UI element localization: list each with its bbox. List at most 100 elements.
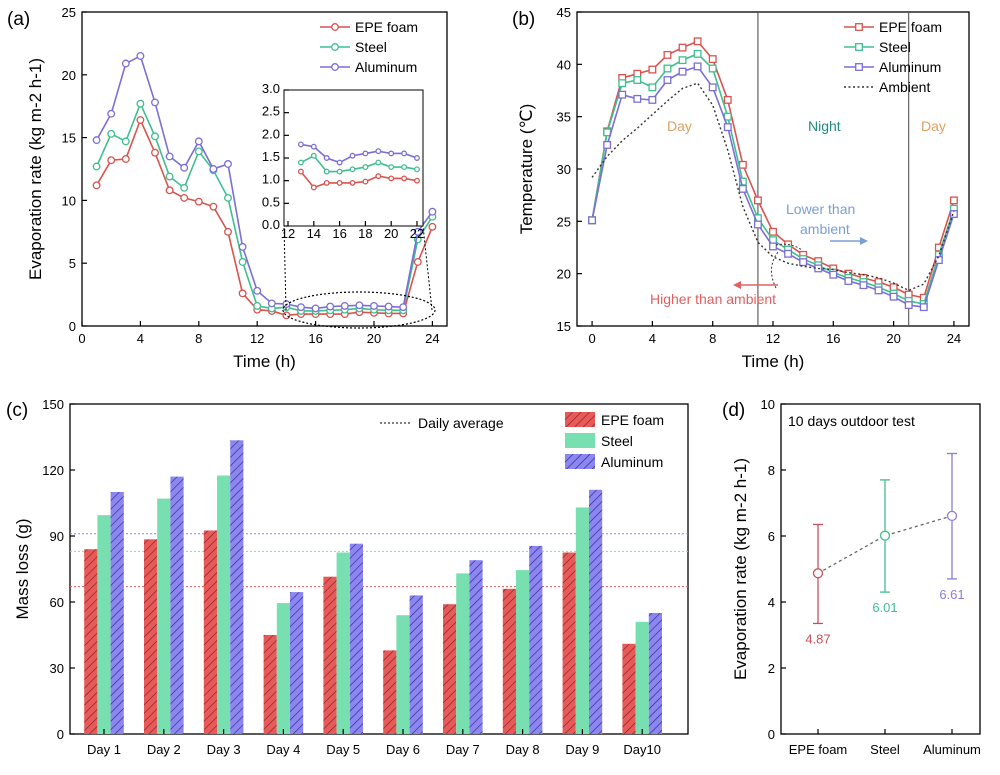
c-bar: [589, 489, 603, 734]
a-inset-y-tick-label: 3.0: [262, 81, 280, 96]
c-legend-swatch: [565, 454, 595, 469]
b-x-tick-label: 16: [826, 331, 840, 346]
b-y-tick-label: 15: [557, 319, 571, 334]
b-data-point: [708, 64, 717, 73]
d-y-tick-label: 6: [768, 529, 775, 544]
a-inset-data-point: [375, 173, 382, 180]
a-data-point: [180, 183, 189, 192]
c-x-tick-label: Day 8: [506, 742, 540, 757]
a-inset-data-point: [414, 177, 420, 184]
a-inset-series-line: [300, 154, 418, 173]
c-x-tick-label: Day 2: [147, 742, 181, 757]
b-data-point: [889, 283, 898, 292]
a-inset-data-point: [297, 141, 304, 148]
a-data-point: [384, 302, 393, 311]
b-legend-marker: [855, 43, 863, 51]
c-y-tick-label: 90: [50, 529, 64, 544]
b-x-tick-label: 8: [709, 331, 716, 346]
b-x-tick-label: 0: [588, 331, 595, 346]
a-inset-data-point: [323, 179, 330, 186]
a-data-point: [165, 152, 174, 161]
b-data-point: [859, 281, 868, 290]
c-x-tick-label: Day 6: [386, 742, 420, 757]
a-legend-label: EPE foam: [355, 19, 418, 35]
a-x-tick-label: 4: [137, 331, 144, 346]
a-data-point: [136, 52, 145, 60]
c-bar: [516, 570, 530, 734]
a-data-point: [355, 301, 364, 310]
a-data-point: [136, 116, 145, 124]
c-bar: [409, 595, 423, 734]
c-legend-swatch: [565, 433, 595, 448]
a-inset-x-tick-label: 16: [332, 226, 346, 241]
b-legend-label: Aluminum: [879, 59, 941, 75]
a-inset-data-point: [401, 150, 408, 157]
c-x-tick-label: Day10: [623, 742, 661, 757]
b-data-point: [769, 242, 777, 251]
b-data-point: [693, 37, 702, 46]
c-bar: [469, 560, 483, 734]
c-x-tick-label: Day 1: [87, 742, 121, 757]
b-data-point: [603, 140, 612, 149]
a-inset-data-point: [349, 166, 356, 173]
panel-b-temperature-chart: 0 4 8 12 16 20 24 15 20 25 30 35 40 45 (b) Temperature …: [512, 5, 970, 371]
a-inset-x-tick-label: 22: [410, 226, 424, 241]
b-data-point: [648, 65, 657, 74]
c-legend-label: Daily average: [418, 415, 504, 431]
b-x-tick-label: 4: [649, 331, 656, 346]
b-series-line: [591, 65, 955, 309]
b-legend-marker: [855, 23, 863, 31]
d-x-tick-label: EPE foam: [789, 742, 848, 757]
a-panel-label: (a): [7, 9, 30, 30]
a-inset-y-tick-label: 0.0: [262, 217, 280, 232]
a-x-tick-label: 24: [425, 331, 439, 346]
b-legend-label: EPE foam: [879, 19, 942, 35]
b-legend-label: Ambient: [879, 79, 930, 95]
d-panel-label: (d): [722, 400, 745, 421]
a-data-point: [92, 136, 101, 145]
b-callout-curve: [775, 243, 803, 251]
c-y-tick-label: 120: [42, 463, 64, 478]
a-inset-y-tick-label: 2.5: [262, 104, 280, 119]
a-legend-marker: [331, 43, 339, 51]
c-bar: [529, 545, 543, 734]
b-data-point: [723, 123, 732, 132]
c-legend-label: Steel: [601, 433, 633, 449]
b-lower-arrowhead: [860, 237, 868, 245]
a-inset-data-point: [349, 152, 356, 159]
a-data-point: [224, 160, 232, 168]
a-data-point: [151, 148, 159, 157]
a-data-point: [340, 301, 349, 310]
panel-a-evaporation-rate-chart: 0 4 8 12 16 20 24 0 5 10 15 20 25 (a) Evaporation rate…: [7, 5, 448, 371]
c-bar: [323, 576, 337, 734]
b-data-point: [904, 301, 913, 310]
a-data-point: [238, 289, 247, 298]
b-annotation-lower: ambient: [800, 221, 850, 237]
a-data-point: [224, 227, 232, 236]
b-data-point: [723, 95, 732, 104]
panel-d-outdoor-test-chart: 0 2 4 6 8 10 (d) Evaporation rate (kg m-2 h-1) 1…: [722, 397, 981, 757]
a-inset-data-point: [362, 164, 369, 171]
b-x-tick-label: 20: [886, 331, 900, 346]
a-data-point: [413, 257, 422, 266]
a-legend-marker: [331, 23, 339, 31]
b-data-point: [799, 258, 808, 267]
d-value-label: 4.87: [805, 631, 830, 646]
a-data-point: [121, 155, 130, 163]
c-bar: [383, 650, 397, 734]
a-x-tick-label: 8: [195, 331, 202, 346]
a-inset-data-point: [297, 168, 304, 175]
a-data-point: [238, 257, 247, 266]
d-y-axis-label: Evaporation rate (kg m-2 h-1): [731, 458, 750, 680]
c-bar: [230, 440, 244, 734]
b-data-point: [618, 90, 627, 99]
c-x-tick-label: Day 4: [266, 742, 300, 757]
b-data-point: [904, 290, 913, 299]
a-data-point: [209, 202, 218, 211]
a-inset-data-point: [362, 150, 369, 157]
a-inset-x-tick-label: 14: [307, 226, 321, 241]
a-data-point: [194, 147, 203, 156]
c-plot-frame: [69, 403, 689, 735]
a-y-tick-label: 15: [62, 131, 76, 146]
